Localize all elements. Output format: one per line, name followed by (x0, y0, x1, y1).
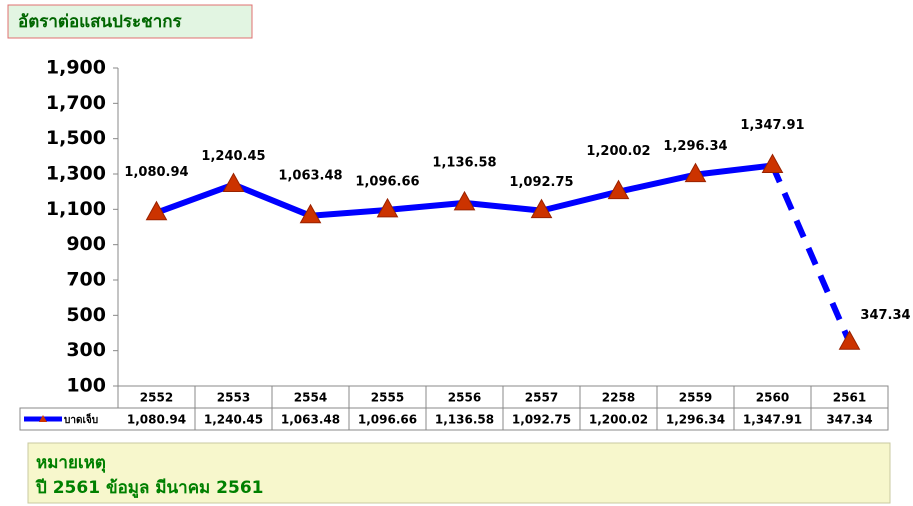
marker (838, 330, 861, 350)
x-tick-label: 2258 (602, 391, 635, 405)
y-tick-label: 900 (66, 233, 106, 255)
y-tick-label: 1,900 (46, 57, 106, 79)
legend-marker (39, 415, 47, 422)
marker (222, 172, 245, 193)
table-value: 1,240.45 (204, 413, 263, 427)
data-label: 1,063.48 (278, 168, 342, 183)
table-value: 347.34 (826, 413, 872, 427)
table-value: 1,296.34 (666, 413, 725, 427)
marker (761, 153, 784, 174)
y-tick-label: 1,300 (46, 163, 106, 185)
note-box (27, 442, 891, 504)
marker (376, 197, 399, 218)
y-tick-label: 1,100 (46, 198, 106, 220)
table-value: 1,347.91 (743, 413, 802, 427)
data-label: 1,080.94 (124, 165, 188, 180)
data-label: 1,200.02 (586, 144, 650, 159)
y-tick-label: 700 (66, 269, 106, 291)
x-tick-label: 2552 (140, 391, 173, 405)
x-tick-label: 2561 (833, 391, 866, 405)
table-value: 1,136.58 (435, 413, 494, 427)
data-label: 347.34 (860, 308, 910, 323)
y-tick-label: 1,700 (46, 92, 106, 114)
data-label: 1,136.58 (432, 155, 496, 170)
y-tick-label: 1,500 (46, 127, 106, 149)
x-tick-label: 2555 (371, 391, 404, 405)
x-tick-label: 2553 (217, 391, 250, 405)
table-value: 1,092.75 (512, 413, 571, 427)
note-text: ปี 2561 ข้อมูล มีนาคม 2561 (35, 477, 263, 499)
x-tick-label: 2554 (294, 391, 327, 405)
note-heading: หมายเหตุ (36, 453, 106, 473)
y-tick-label: 500 (66, 304, 106, 326)
table-value: 1,080.94 (127, 413, 186, 427)
marker (299, 203, 322, 224)
marker (145, 200, 168, 221)
table-value: 1,200.02 (589, 413, 648, 427)
x-tick-label: 2556 (448, 391, 481, 405)
data-label: 1,240.45 (201, 149, 265, 164)
marker (453, 190, 476, 211)
table-value: 1,063.48 (281, 413, 340, 427)
marker (684, 162, 707, 183)
data-label: 1,096.66 (355, 174, 419, 189)
marker (530, 198, 553, 219)
x-tick-label: 2560 (756, 391, 789, 405)
data-label: 1,296.34 (663, 139, 727, 154)
x-tick-label: 2559 (679, 391, 712, 405)
table-value: 1,096.66 (358, 413, 417, 427)
marker (607, 179, 630, 200)
table-border (19, 407, 889, 431)
y-tick-label: 300 (66, 339, 106, 361)
y-tick-label: 100 (66, 375, 106, 397)
chart-title: อัตราต่อแสนประชากร (18, 12, 183, 32)
title-box (7, 4, 253, 39)
line-dashed (769, 164, 853, 344)
legend-label: บาดเจ็บ (64, 412, 98, 426)
data-label: 1,347.91 (740, 118, 804, 133)
x-tick-label: 2557 (525, 391, 558, 405)
data-label: 1,092.75 (509, 175, 573, 190)
